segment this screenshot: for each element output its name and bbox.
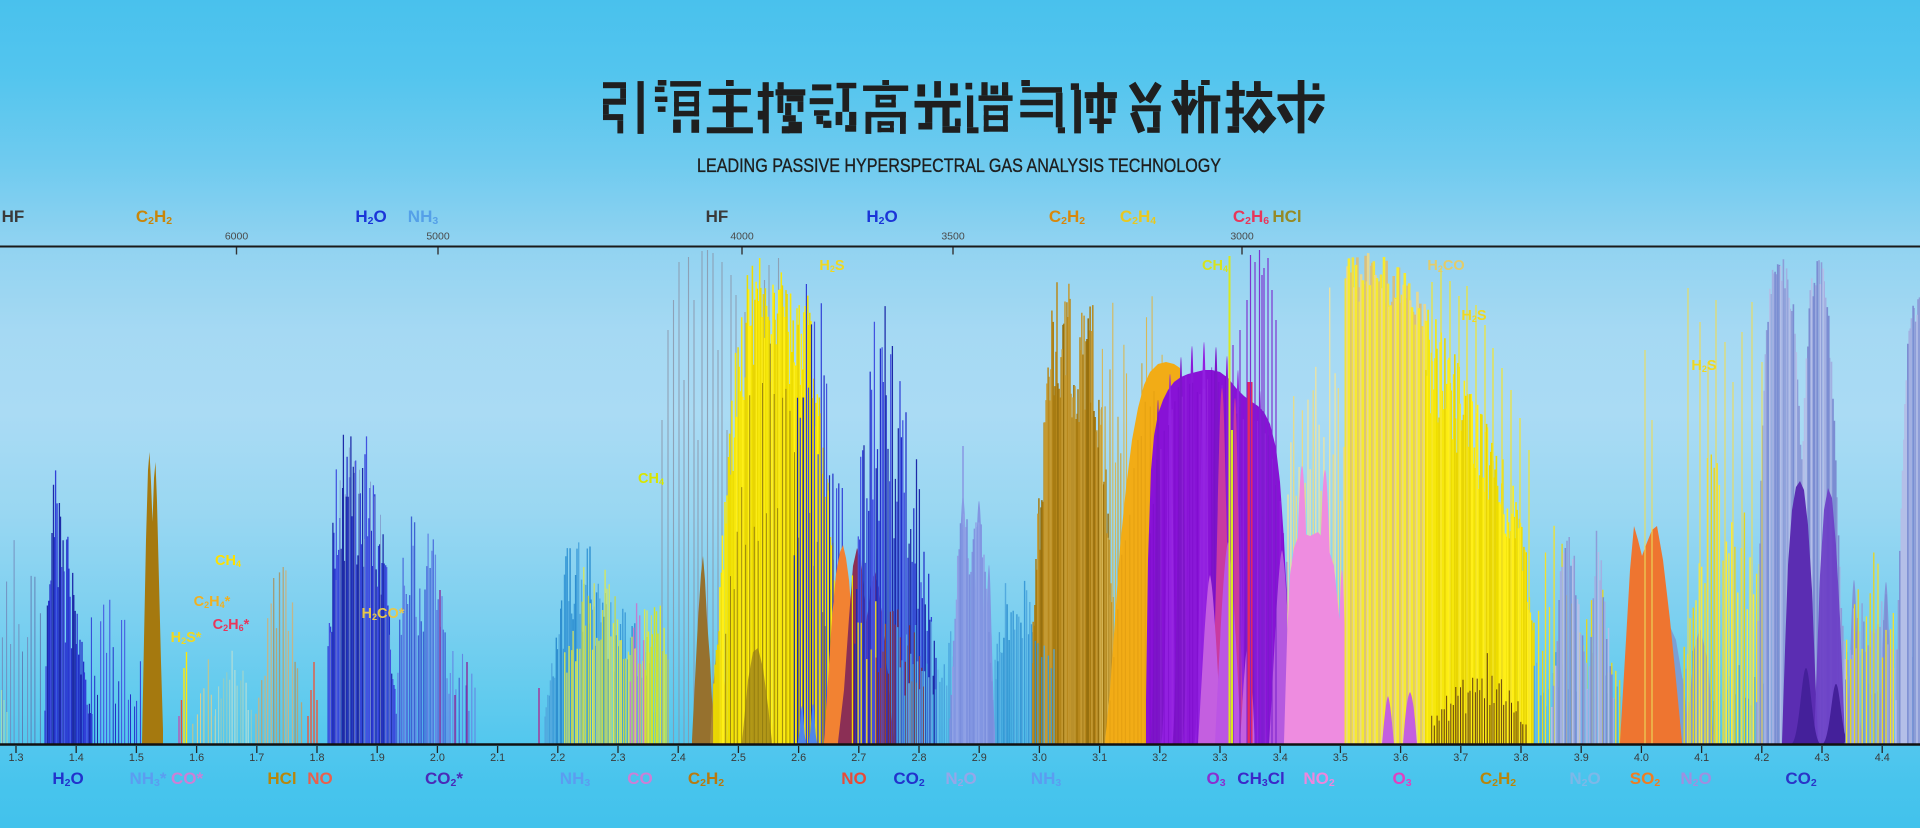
svg-text:C2H6*: C2H6* [213, 617, 250, 633]
svg-text:H2O: H2O [52, 769, 83, 789]
svg-text:4.4: 4.4 [1875, 752, 1890, 764]
svg-text:NO: NO [307, 769, 333, 788]
svg-text:SO2: SO2 [1630, 769, 1661, 789]
svg-text:3000: 3000 [1230, 231, 1254, 243]
svg-text:O3: O3 [1206, 769, 1225, 789]
svg-text:HF: HF [706, 207, 729, 226]
svg-text:3.5: 3.5 [1333, 752, 1348, 764]
svg-text:4.0: 4.0 [1634, 752, 1649, 764]
svg-text:NH3: NH3 [560, 769, 591, 789]
svg-text:3.1: 3.1 [1092, 752, 1107, 764]
svg-text:3500: 3500 [941, 231, 965, 243]
svg-text:1.6: 1.6 [189, 752, 204, 764]
svg-text:1.4: 1.4 [69, 752, 84, 764]
svg-text:HCl: HCl [267, 769, 296, 788]
svg-text:CO2: CO2 [1785, 769, 1817, 789]
svg-text:3.9: 3.9 [1574, 752, 1589, 764]
svg-text:2.8: 2.8 [911, 752, 926, 764]
svg-text:C2H2: C2H2 [688, 769, 724, 789]
svg-text:4000: 4000 [730, 231, 754, 243]
svg-text:6000: 6000 [225, 231, 249, 243]
svg-text:2.7: 2.7 [851, 752, 866, 764]
svg-text:CH4: CH4 [638, 471, 664, 487]
svg-text:NH3*: NH3* [129, 769, 166, 789]
svg-text:2.2: 2.2 [550, 752, 565, 764]
svg-text:4.1: 4.1 [1694, 752, 1709, 764]
svg-text:H2S: H2S [1691, 358, 1717, 374]
svg-text:4.3: 4.3 [1814, 752, 1829, 764]
svg-text:HF: HF [2, 207, 25, 226]
svg-text:C2H2: C2H2 [1480, 769, 1516, 789]
svg-text:CH4: CH4 [215, 553, 241, 569]
svg-text:CO*: CO* [171, 769, 204, 788]
svg-text:2.6: 2.6 [791, 752, 806, 764]
svg-text:N2O: N2O [945, 769, 976, 789]
svg-text:O3: O3 [1392, 769, 1411, 789]
svg-text:CO: CO [627, 769, 653, 788]
svg-text:1.5: 1.5 [129, 752, 144, 764]
svg-text:C2H6: C2H6 [1233, 207, 1269, 227]
svg-text:3.0: 3.0 [1032, 752, 1047, 764]
svg-text:NH3: NH3 [1031, 769, 1062, 789]
svg-text:CO2: CO2 [893, 769, 925, 789]
svg-text:2.3: 2.3 [610, 752, 625, 764]
svg-text:LEADING PASSIVE HYPERSPECTRAL: LEADING PASSIVE HYPERSPECTRAL GAS ANALYS… [697, 155, 1221, 177]
svg-text:2.0: 2.0 [430, 752, 445, 764]
svg-text:2.9: 2.9 [972, 752, 987, 764]
svg-text:O: O [0, 769, 1, 788]
svg-text:2.1: 2.1 [490, 752, 505, 764]
svg-text:3.8: 3.8 [1513, 752, 1528, 764]
svg-text:1.8: 1.8 [309, 752, 324, 764]
svg-text:NH3: NH3 [408, 207, 439, 227]
svg-text:3.7: 3.7 [1453, 752, 1468, 764]
svg-text:H2CO*: H2CO* [362, 606, 405, 622]
svg-text:5000: 5000 [426, 231, 450, 243]
svg-text:1.3: 1.3 [8, 752, 23, 764]
svg-text:1.9: 1.9 [370, 752, 385, 764]
svg-text:4.2: 4.2 [1754, 752, 1769, 764]
svg-text:H2CO: H2CO [1427, 258, 1464, 274]
svg-text:H2O: H2O [866, 207, 897, 227]
svg-text:3.6: 3.6 [1393, 752, 1408, 764]
svg-text:3.4: 3.4 [1273, 752, 1288, 764]
svg-text:C2H4: C2H4 [1120, 207, 1156, 227]
svg-text:C2H2: C2H2 [136, 207, 172, 227]
svg-text:3.3: 3.3 [1212, 752, 1227, 764]
svg-text:N2O: N2O [1680, 769, 1711, 789]
svg-text:H2S*: H2S* [171, 630, 202, 646]
svg-text:3.2: 3.2 [1152, 752, 1167, 764]
svg-text:N2O: N2O [1569, 769, 1600, 789]
svg-text:C2H2: C2H2 [1049, 207, 1085, 227]
svg-text:CH4: CH4 [1202, 258, 1228, 274]
svg-text:2.5: 2.5 [731, 752, 746, 764]
svg-text:C2H4*: C2H4* [194, 594, 231, 610]
svg-text:H2S: H2S [819, 258, 845, 274]
svg-text:HCl: HCl [1272, 207, 1301, 226]
svg-text:NO2: NO2 [1303, 769, 1335, 789]
svg-text:CH3Cl: CH3Cl [1237, 769, 1284, 789]
svg-text:NO: NO [841, 769, 867, 788]
svg-text:H2O: H2O [355, 207, 386, 227]
svg-text:1.7: 1.7 [249, 752, 264, 764]
svg-text:2.4: 2.4 [671, 752, 686, 764]
svg-text:CO2*: CO2* [425, 769, 463, 789]
svg-text:H2S: H2S [1461, 308, 1487, 324]
